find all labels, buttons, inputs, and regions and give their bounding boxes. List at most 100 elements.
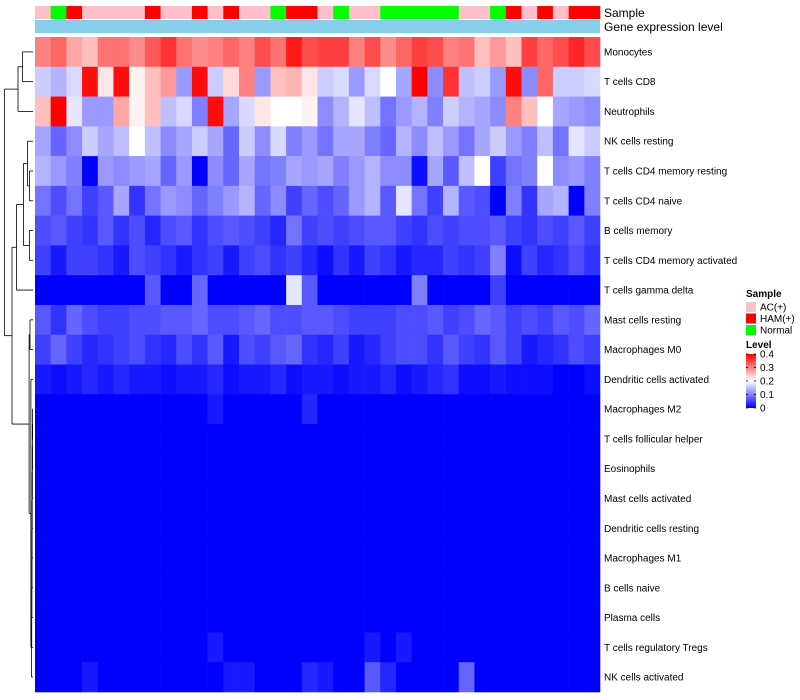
heatmap-cell — [286, 126, 303, 157]
heatmap-cell — [82, 156, 99, 187]
heatmap-cell — [254, 275, 271, 306]
heatmap-cell — [113, 602, 130, 633]
heatmap-cell — [427, 245, 444, 276]
heatmap-cell — [443, 513, 460, 544]
heatmap-cell — [301, 126, 318, 157]
heatmap-cell — [35, 543, 51, 574]
heatmap-cell — [380, 572, 397, 603]
heatmap-cell — [239, 156, 256, 187]
heatmap-cell — [176, 394, 193, 425]
heatmap-cell — [160, 543, 177, 574]
heatmap-cell — [521, 543, 538, 574]
heatmap-cell — [333, 424, 350, 455]
heatmap-cell — [537, 572, 554, 603]
heatmap-cell — [521, 96, 538, 127]
heatmap-cell — [395, 424, 412, 455]
heatmap-cell — [490, 364, 507, 395]
legend-swatch-normal — [746, 325, 756, 335]
heatmap-cell — [317, 513, 334, 544]
sample-annotation-cell — [317, 6, 334, 19]
heatmap-cell — [239, 66, 256, 97]
gene-expression-annotation-bar — [35, 20, 600, 33]
heatmap-cell — [160, 602, 177, 633]
heatmap-cell — [66, 275, 83, 306]
heatmap-cell — [552, 364, 569, 395]
heatmap-cell — [270, 632, 287, 663]
heatmap-cell — [568, 156, 585, 187]
heatmap-cell — [537, 394, 554, 425]
heatmap-cell — [333, 275, 350, 306]
heatmap-cell — [82, 424, 99, 455]
heatmap-cell — [301, 632, 318, 663]
heatmap-cell — [521, 304, 538, 336]
heatmap-cell — [286, 364, 303, 395]
heatmap-cell — [270, 304, 287, 336]
heatmap-cell — [521, 662, 538, 693]
heatmap-cell — [301, 156, 318, 187]
heatmap-cell — [317, 334, 334, 365]
heatmap-cell — [380, 66, 397, 97]
heatmap-cell — [286, 662, 303, 693]
sample-annotation-cell — [395, 6, 412, 19]
heatmap-cell — [50, 572, 67, 603]
heatmap-cell — [317, 37, 334, 68]
heatmap-cell — [97, 543, 114, 574]
heatmap-cell — [552, 394, 569, 425]
heatmap-cell — [35, 275, 51, 306]
heatmap-cell — [505, 156, 522, 187]
heatmap-cell — [97, 156, 114, 187]
heatmap-cell — [427, 483, 444, 514]
heatmap-cell — [82, 572, 99, 603]
heatmap-cell — [490, 156, 507, 187]
heatmap-cell — [568, 453, 585, 484]
heatmap-cell — [584, 126, 601, 157]
heatmap-cell — [270, 126, 287, 157]
heatmap-cell — [458, 364, 475, 395]
heatmap-cell — [144, 245, 161, 276]
heatmap-cell — [113, 215, 130, 246]
heatmap-cell — [568, 96, 585, 127]
heatmap-cell — [254, 245, 271, 276]
heatmap-cell — [537, 96, 554, 127]
heatmap-cell — [490, 424, 507, 455]
heatmap-cell — [364, 572, 381, 603]
heatmap-cell — [66, 156, 83, 187]
heatmap-cell — [144, 96, 161, 127]
heatmap-cell — [552, 572, 569, 603]
heatmap-cell — [97, 572, 114, 603]
heatmap-cell — [427, 424, 444, 455]
heatmap-cell — [348, 215, 365, 246]
heatmap-cell — [364, 245, 381, 276]
heatmap-cell — [427, 37, 444, 68]
heatmap-cell — [348, 96, 365, 127]
sample-annotation-cell — [286, 6, 303, 19]
heatmap-cell — [239, 453, 256, 484]
heatmap-cell — [474, 662, 491, 693]
heatmap-cell — [537, 215, 554, 246]
heatmap-cell — [395, 513, 412, 544]
heatmap-cell — [411, 662, 428, 693]
heatmap-cell — [474, 543, 491, 574]
heatmap-cell — [113, 364, 130, 395]
heatmap-cell — [568, 513, 585, 544]
heatmap-cell — [113, 66, 130, 97]
heatmap-cell — [286, 185, 303, 216]
heatmap-cell — [223, 662, 240, 693]
row-label-monocytes: Monocytes — [604, 47, 652, 58]
heatmap-cell — [333, 185, 350, 216]
heatmap-cell — [380, 632, 397, 663]
heatmap-cell — [474, 513, 491, 544]
heatmap-cell — [364, 185, 381, 216]
heatmap-cell — [239, 215, 256, 246]
heatmap-cell — [490, 543, 507, 574]
heatmap-cell — [191, 572, 208, 603]
sample-annotation-cell — [35, 6, 51, 19]
heatmap-cell — [144, 66, 161, 97]
heatmap-cell — [505, 572, 522, 603]
heatmap-cell — [521, 215, 538, 246]
heatmap-cell — [97, 275, 114, 306]
heatmap-cell — [395, 304, 412, 336]
heatmap-cell — [191, 424, 208, 455]
heatmap-cell — [191, 543, 208, 574]
heatmap-cell — [348, 156, 365, 187]
